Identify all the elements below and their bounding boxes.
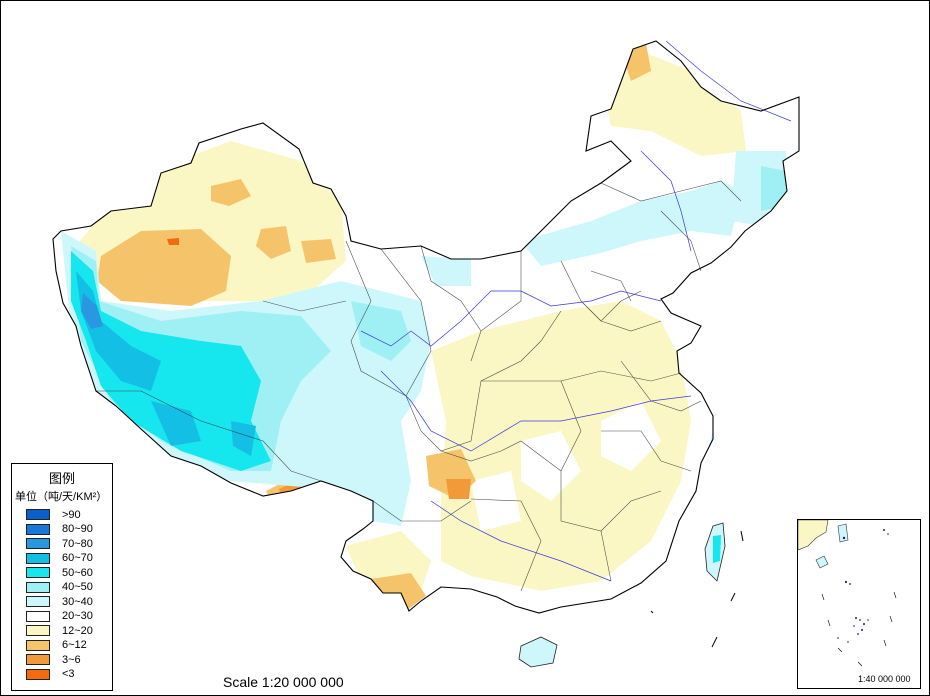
legend-label: 40~50 (62, 581, 93, 593)
legend-item: 6~12 (26, 639, 87, 652)
legend-item: 12~20 (26, 624, 93, 637)
legend-swatch (26, 596, 50, 607)
legend-swatch (26, 538, 50, 549)
south-china-sea-inset: 1:40 000 000 (797, 519, 921, 689)
legend-swatch (26, 581, 50, 593)
inset-scale-label: 1:40 000 000 (858, 674, 911, 684)
legend-unit: 单位（吨/天/KM²） (15, 491, 108, 503)
legend-label: 30~40 (62, 595, 93, 608)
legend: 图例 单位（吨/天/KM²） >90 80~90 70~80 60~70 50~60 40… (11, 463, 113, 691)
inset-map (798, 520, 897, 667)
legend-label: 60~70 (62, 552, 93, 564)
legend-item: 20~30 (26, 610, 93, 623)
legend-item: 60~70 (26, 552, 93, 565)
legend-item: 50~60 (26, 566, 93, 579)
legend-item: 80~90 (26, 523, 93, 536)
legend-item: 3~6 (26, 653, 81, 666)
legend-label: 3~6 (62, 653, 81, 666)
legend-label: 6~12 (62, 639, 87, 651)
legend-title: 图例 (48, 471, 75, 486)
legend-swatch (26, 509, 50, 520)
legend-swatch (26, 639, 50, 651)
legend-label: >90 (62, 508, 81, 521)
legend-swatch (26, 654, 50, 665)
legend-swatch (26, 523, 50, 535)
legend-label: 50~60 (62, 566, 93, 579)
legend-label: 70~80 (62, 537, 93, 550)
legend-item: >90 (26, 508, 81, 521)
legend-label: 20~30 (62, 610, 93, 622)
legend-item: 70~80 (26, 537, 93, 550)
scale-label: Scale 1:20 000 000 (223, 674, 344, 690)
legend-item: 30~40 (26, 595, 93, 608)
legend-swatch (26, 610, 50, 622)
legend-label: <3 (62, 668, 75, 680)
legend-swatch (26, 567, 50, 578)
legend-swatch (26, 552, 50, 564)
legend-item: 40~50 (26, 581, 93, 594)
legend-label: 80~90 (62, 523, 93, 535)
legend-label: 12~20 (62, 624, 93, 637)
legend-swatch (26, 625, 50, 636)
legend-item: <3 (26, 668, 75, 681)
legend-swatch (26, 668, 50, 680)
